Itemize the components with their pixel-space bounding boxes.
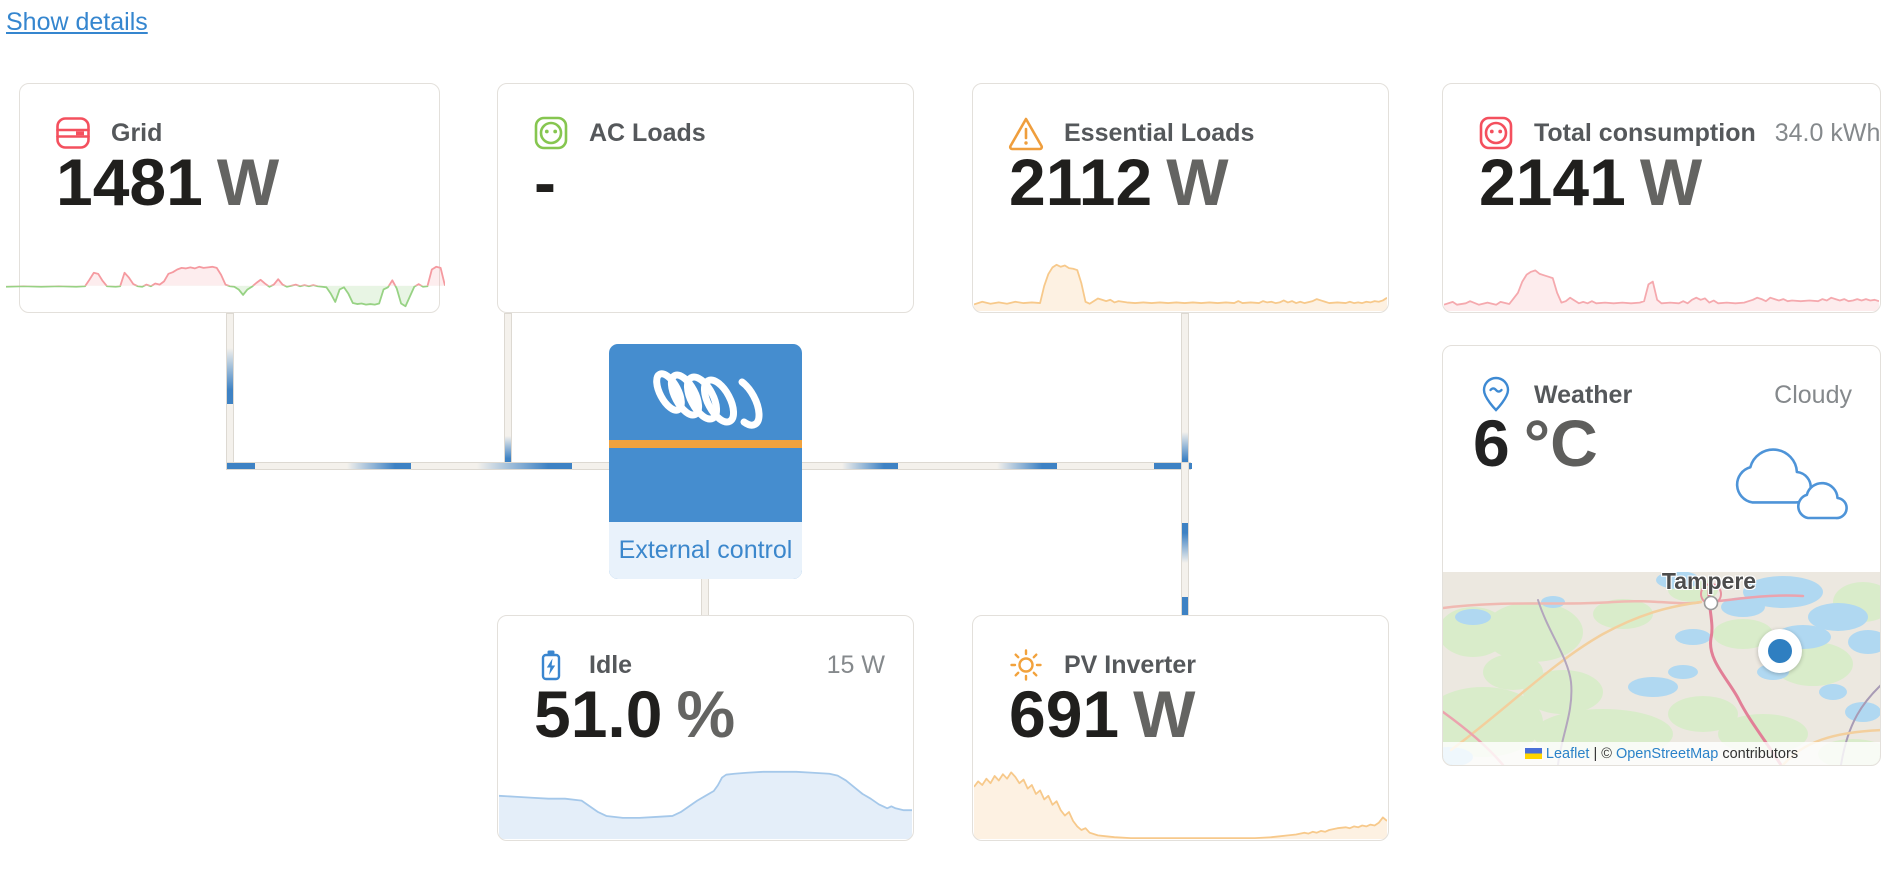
show-details-link[interactable]: Show details	[6, 8, 148, 36]
attribution-separator: | ©	[1593, 745, 1612, 762]
attribution-contributors: contributors	[1722, 745, 1799, 762]
power-flow-segment	[227, 463, 255, 469]
card-weather-header: Weather Cloudy	[1477, 376, 1852, 414]
weather-temperature: 6 °C	[1473, 406, 1598, 480]
wire-bus-right	[801, 462, 1192, 470]
inverter-orange-stripe	[609, 440, 802, 448]
clouds-icon	[1716, 432, 1848, 539]
wire-grid-to-bus	[226, 313, 234, 470]
wire-inverter-to-battery	[701, 578, 709, 616]
card-title: Total consumption	[1534, 118, 1756, 147]
card-weather[interactable]: Weather Cloudy 6 °C	[1442, 345, 1881, 766]
wire-bus-to-pv	[1181, 462, 1189, 616]
essential-loads-sparkline	[974, 245, 1387, 311]
socket-icon	[532, 114, 570, 152]
map-location-marker	[1758, 629, 1802, 673]
power-flow-segment	[997, 463, 1057, 469]
wire-essential-to-bus	[1181, 313, 1189, 470]
map-tiles	[1443, 572, 1880, 765]
total-consumption-kwh: 34.0 kWh	[1774, 118, 1881, 147]
card-pv-inverter[interactable]: PV Inverter 691 W	[972, 615, 1389, 841]
card-total-consumption[interactable]: Total consumption 34.0 kWh 2141 W	[1442, 83, 1881, 313]
card-title: Weather	[1534, 380, 1633, 409]
battery-soc-sparkline	[499, 743, 912, 839]
power-flow-segment	[842, 463, 898, 469]
ac-loads-value: -	[534, 145, 556, 219]
card-title: PV Inverter	[1064, 650, 1197, 679]
card-ac-loads-header: AC Loads	[532, 114, 885, 152]
grid-power-value: 1481 W	[56, 145, 280, 219]
pv-power-value: 691 W	[1009, 677, 1196, 751]
total-consumption-value: 2141 W	[1479, 145, 1703, 219]
power-flow-segment	[1154, 463, 1192, 469]
card-pv-header: PV Inverter	[1007, 646, 1360, 684]
inverter-unit[interactable]: External control	[609, 344, 802, 579]
location-map[interactable]: Tampere Leaflet | © OpenStreetMap contri…	[1443, 572, 1880, 765]
leaflet-link[interactable]: Leaflet	[1545, 745, 1590, 762]
wire-bus-left	[226, 462, 610, 470]
power-flow-segment	[347, 463, 411, 469]
weather-condition: Cloudy	[1774, 380, 1852, 409]
pv-sparkline	[974, 749, 1387, 839]
card-total-consumption-header: Total consumption 34.0 kWh	[1477, 114, 1880, 152]
card-essential-loads[interactable]: Essential Loads 2112 W	[972, 83, 1389, 313]
inverter-status-label: External control	[609, 522, 802, 579]
map-city-label: Tampere	[1661, 572, 1757, 594]
card-title: Grid	[111, 118, 163, 147]
card-title: Idle	[589, 650, 633, 679]
socket-icon	[1477, 114, 1515, 152]
battery-power: 15 W	[826, 650, 885, 679]
victron-logo	[653, 370, 763, 429]
power-flow-segment	[1182, 432, 1188, 469]
power-flow-segment	[227, 348, 233, 404]
essential-loads-value: 2112 W	[1009, 145, 1229, 219]
card-battery-header: Idle 15 W	[532, 646, 885, 684]
grid-icon	[54, 114, 92, 152]
location-pin-icon	[1477, 376, 1515, 414]
card-grid[interactable]: Grid 1481 W	[6, 83, 440, 313]
warning-triangle-icon	[1007, 114, 1045, 152]
battery-bolt-icon	[532, 646, 570, 684]
ukraine-flag-icon	[1524, 748, 1542, 759]
power-flow-segment	[1182, 523, 1188, 563]
power-flow-segment	[1182, 597, 1188, 616]
sun-icon	[1007, 646, 1045, 684]
openstreetmap-link[interactable]: OpenStreetMap	[1615, 745, 1719, 762]
card-battery-idle[interactable]: Idle 15 W 51.0%	[497, 615, 914, 841]
grid-sparkline	[6, 256, 445, 310]
battery-soc-value: 51.0%	[534, 677, 736, 751]
card-title: Essential Loads	[1064, 118, 1255, 147]
card-ac-loads[interactable]: AC Loads -	[497, 83, 914, 313]
total-consumption-sparkline	[1444, 241, 1879, 311]
power-flow-segment	[505, 436, 511, 466]
card-title: AC Loads	[589, 118, 706, 147]
card-grid-header: Grid	[54, 114, 411, 152]
wire-acloads-to-bus	[504, 313, 512, 470]
card-essential-loads-header: Essential Loads	[1007, 114, 1360, 152]
power-flow-segment	[477, 463, 572, 469]
map-attribution: Leaflet | © OpenStreetMap contributors	[1443, 742, 1880, 765]
